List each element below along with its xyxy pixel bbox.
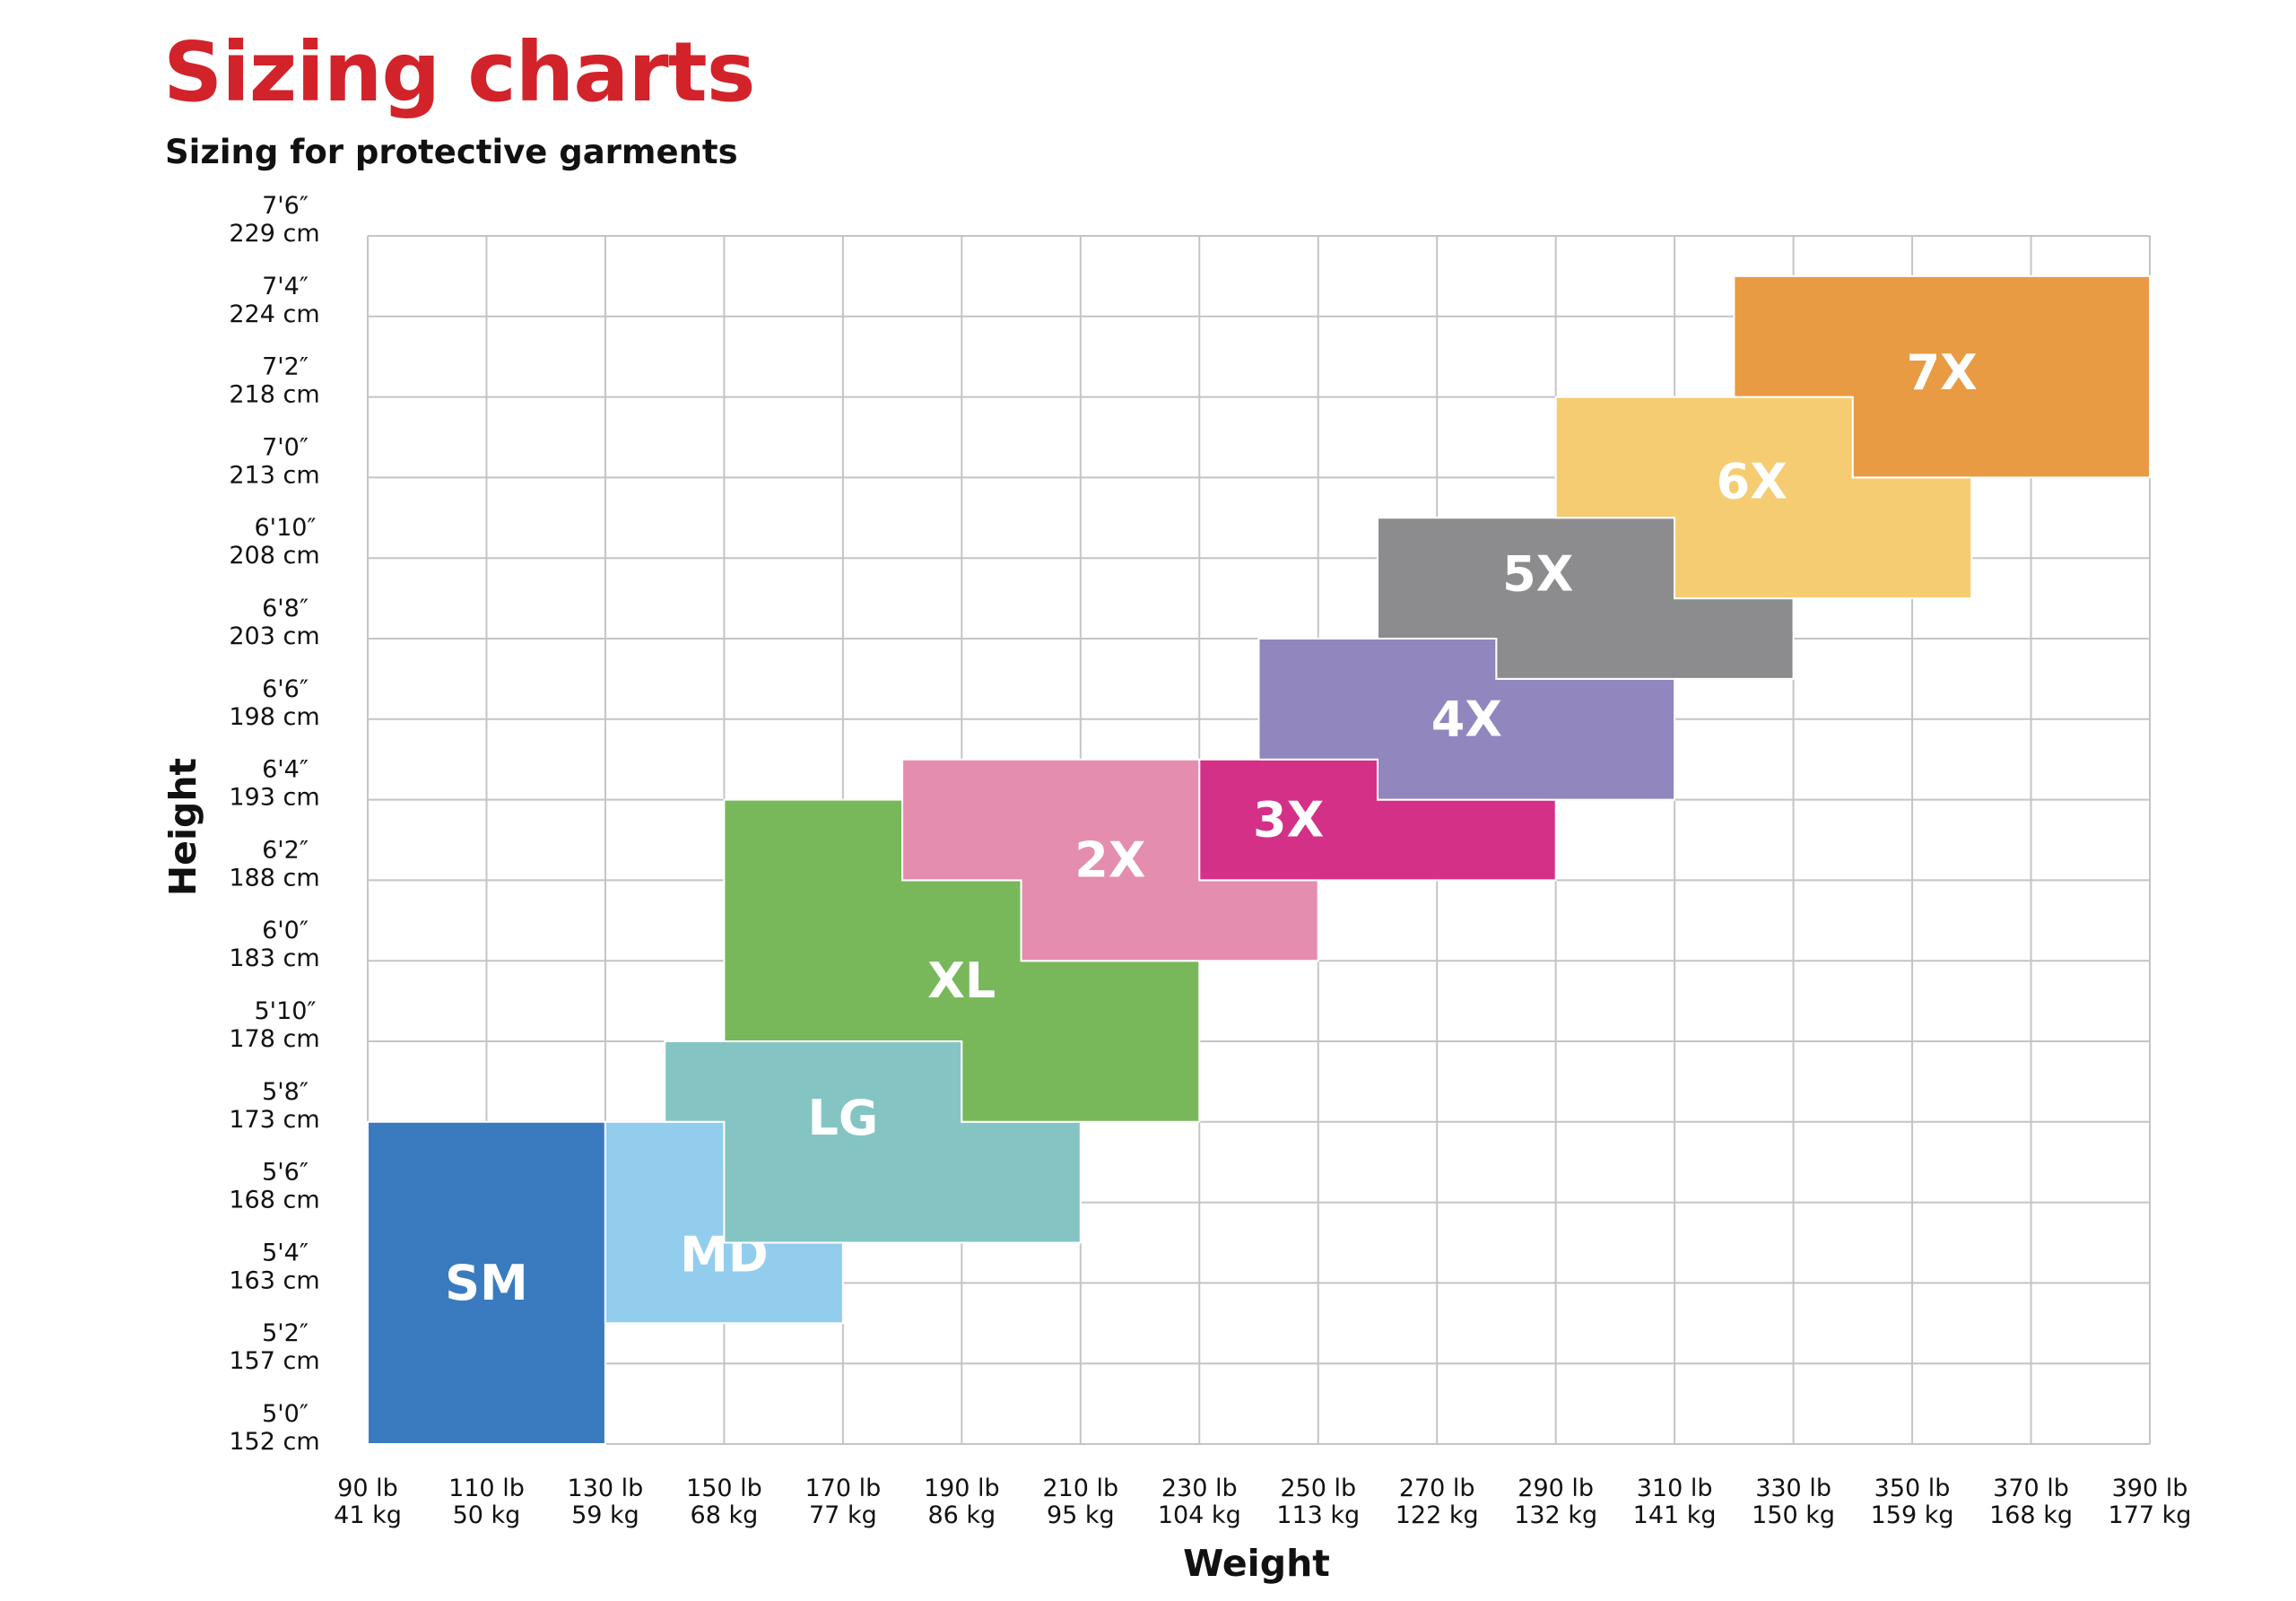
x-tick-label-metric: 177 kg — [2109, 1501, 2192, 1529]
x-tick-label-metric: 104 kg — [1158, 1501, 1241, 1529]
x-tick-label-metric: 132 kg — [1514, 1501, 1597, 1529]
x-tick-label: 130 lb — [568, 1475, 644, 1502]
y-tick-label-metric: 188 cm — [229, 864, 319, 892]
y-tick-label-metric: 152 cm — [229, 1428, 319, 1456]
y-tick-label-metric: 229 cm — [229, 220, 319, 248]
x-tick-label: 210 lb — [1042, 1475, 1118, 1502]
x-tick-label-metric: 113 kg — [1276, 1501, 1360, 1529]
x-tick-label: 310 lb — [1637, 1475, 1713, 1502]
chart-title: Sizing charts — [163, 24, 755, 120]
y-tick-label: 6'2″ — [262, 836, 309, 864]
y-tick-label: 7'6″ — [262, 192, 309, 220]
size-label-7x: 7X — [1907, 344, 1978, 401]
y-tick-label-metric: 183 cm — [229, 944, 319, 972]
y-tick-label: 5'10″ — [254, 997, 316, 1025]
y-tick-label: 6'6″ — [262, 675, 309, 703]
y-axis-label: Height — [161, 758, 204, 896]
x-tick-label: 290 lb — [1518, 1475, 1594, 1502]
y-tick-label: 5'2″ — [262, 1319, 309, 1347]
x-tick-label-metric: 86 kg — [927, 1501, 996, 1529]
x-tick-label: 110 lb — [448, 1475, 525, 1502]
y-tick-label-metric: 198 cm — [229, 703, 319, 731]
y-tick-label-metric: 224 cm — [229, 300, 319, 328]
y-tick-label: 7'2″ — [262, 353, 309, 381]
x-tick-label: 350 lb — [1874, 1475, 1951, 1502]
y-tick-label: 6'8″ — [262, 595, 309, 622]
x-tick-label: 330 lb — [1755, 1475, 1831, 1502]
size-label-3x: 3X — [1253, 792, 1324, 848]
size-label-sm: SM — [445, 1255, 528, 1311]
x-tick-label-metric: 50 kg — [453, 1501, 521, 1529]
y-tick-label-metric: 208 cm — [229, 542, 319, 570]
size-label-6x: 6X — [1717, 453, 1787, 509]
y-axis-ticks: 5'0″152 cm 5'2″157 cm 5'4″163 cm 5'6″168 cm… — [229, 192, 319, 1456]
size-label-4x: 4X — [1431, 691, 1502, 747]
y-tick-label: 7'0″ — [262, 433, 309, 461]
x-tick-label: 170 lb — [804, 1475, 881, 1502]
x-tick-label: 90 lb — [337, 1475, 398, 1502]
x-tick-label-metric: 77 kg — [809, 1501, 877, 1529]
y-tick-label: 5'4″ — [262, 1239, 309, 1266]
y-tick-label: 6'10″ — [254, 514, 316, 542]
x-tick-label: 190 lb — [924, 1475, 1000, 1502]
y-tick-label-metric: 157 cm — [229, 1347, 319, 1375]
y-tick-label-metric: 168 cm — [229, 1187, 319, 1214]
y-tick-label-metric: 173 cm — [229, 1106, 319, 1134]
chart-subtitle: Sizing for protective garments — [165, 133, 738, 171]
size-label-xl: XL — [927, 953, 996, 1009]
x-tick-label: 250 lb — [1280, 1475, 1356, 1502]
y-tick-label-metric: 178 cm — [229, 1025, 319, 1053]
x-tick-label-metric: 159 kg — [1871, 1501, 1954, 1529]
x-axis-label: Weight — [1183, 1542, 1330, 1585]
size-label-2x: 2X — [1074, 831, 1145, 888]
x-tick-label-metric: 59 kg — [571, 1501, 639, 1529]
x-tick-label: 390 lb — [2112, 1475, 2188, 1502]
x-tick-label-metric: 168 kg — [1989, 1501, 2073, 1529]
y-tick-label: 5'6″ — [262, 1159, 309, 1187]
y-tick-label-metric: 203 cm — [229, 622, 319, 650]
y-tick-label-metric: 213 cm — [229, 461, 319, 489]
size-label-lg: LG — [807, 1090, 878, 1146]
x-tick-label: 370 lb — [1993, 1475, 2069, 1502]
x-tick-label-metric: 68 kg — [691, 1501, 759, 1529]
x-tick-label-metric: 122 kg — [1396, 1501, 1479, 1529]
y-tick-label: 6'4″ — [262, 756, 309, 784]
y-tick-label: 5'0″ — [262, 1400, 309, 1428]
size-label-5x: 5X — [1502, 546, 1573, 603]
y-tick-label-metric: 163 cm — [229, 1266, 319, 1294]
x-tick-label-metric: 150 kg — [1752, 1501, 1835, 1529]
y-tick-label: 6'0″ — [262, 917, 309, 944]
x-tick-label-metric: 141 kg — [1633, 1501, 1717, 1529]
y-tick-label-metric: 193 cm — [229, 784, 319, 812]
y-tick-label: 5'8″ — [262, 1078, 309, 1106]
y-tick-label: 7'4″ — [262, 273, 309, 300]
x-tick-label-metric: 95 kg — [1047, 1501, 1115, 1529]
x-tick-label-metric: 41 kg — [334, 1501, 402, 1529]
x-tick-label: 270 lb — [1399, 1475, 1475, 1502]
x-tick-label: 150 lb — [686, 1475, 762, 1502]
size-region-7x — [1733, 274, 2151, 479]
x-tick-label: 230 lb — [1161, 1475, 1238, 1502]
y-tick-label-metric: 218 cm — [229, 381, 319, 409]
